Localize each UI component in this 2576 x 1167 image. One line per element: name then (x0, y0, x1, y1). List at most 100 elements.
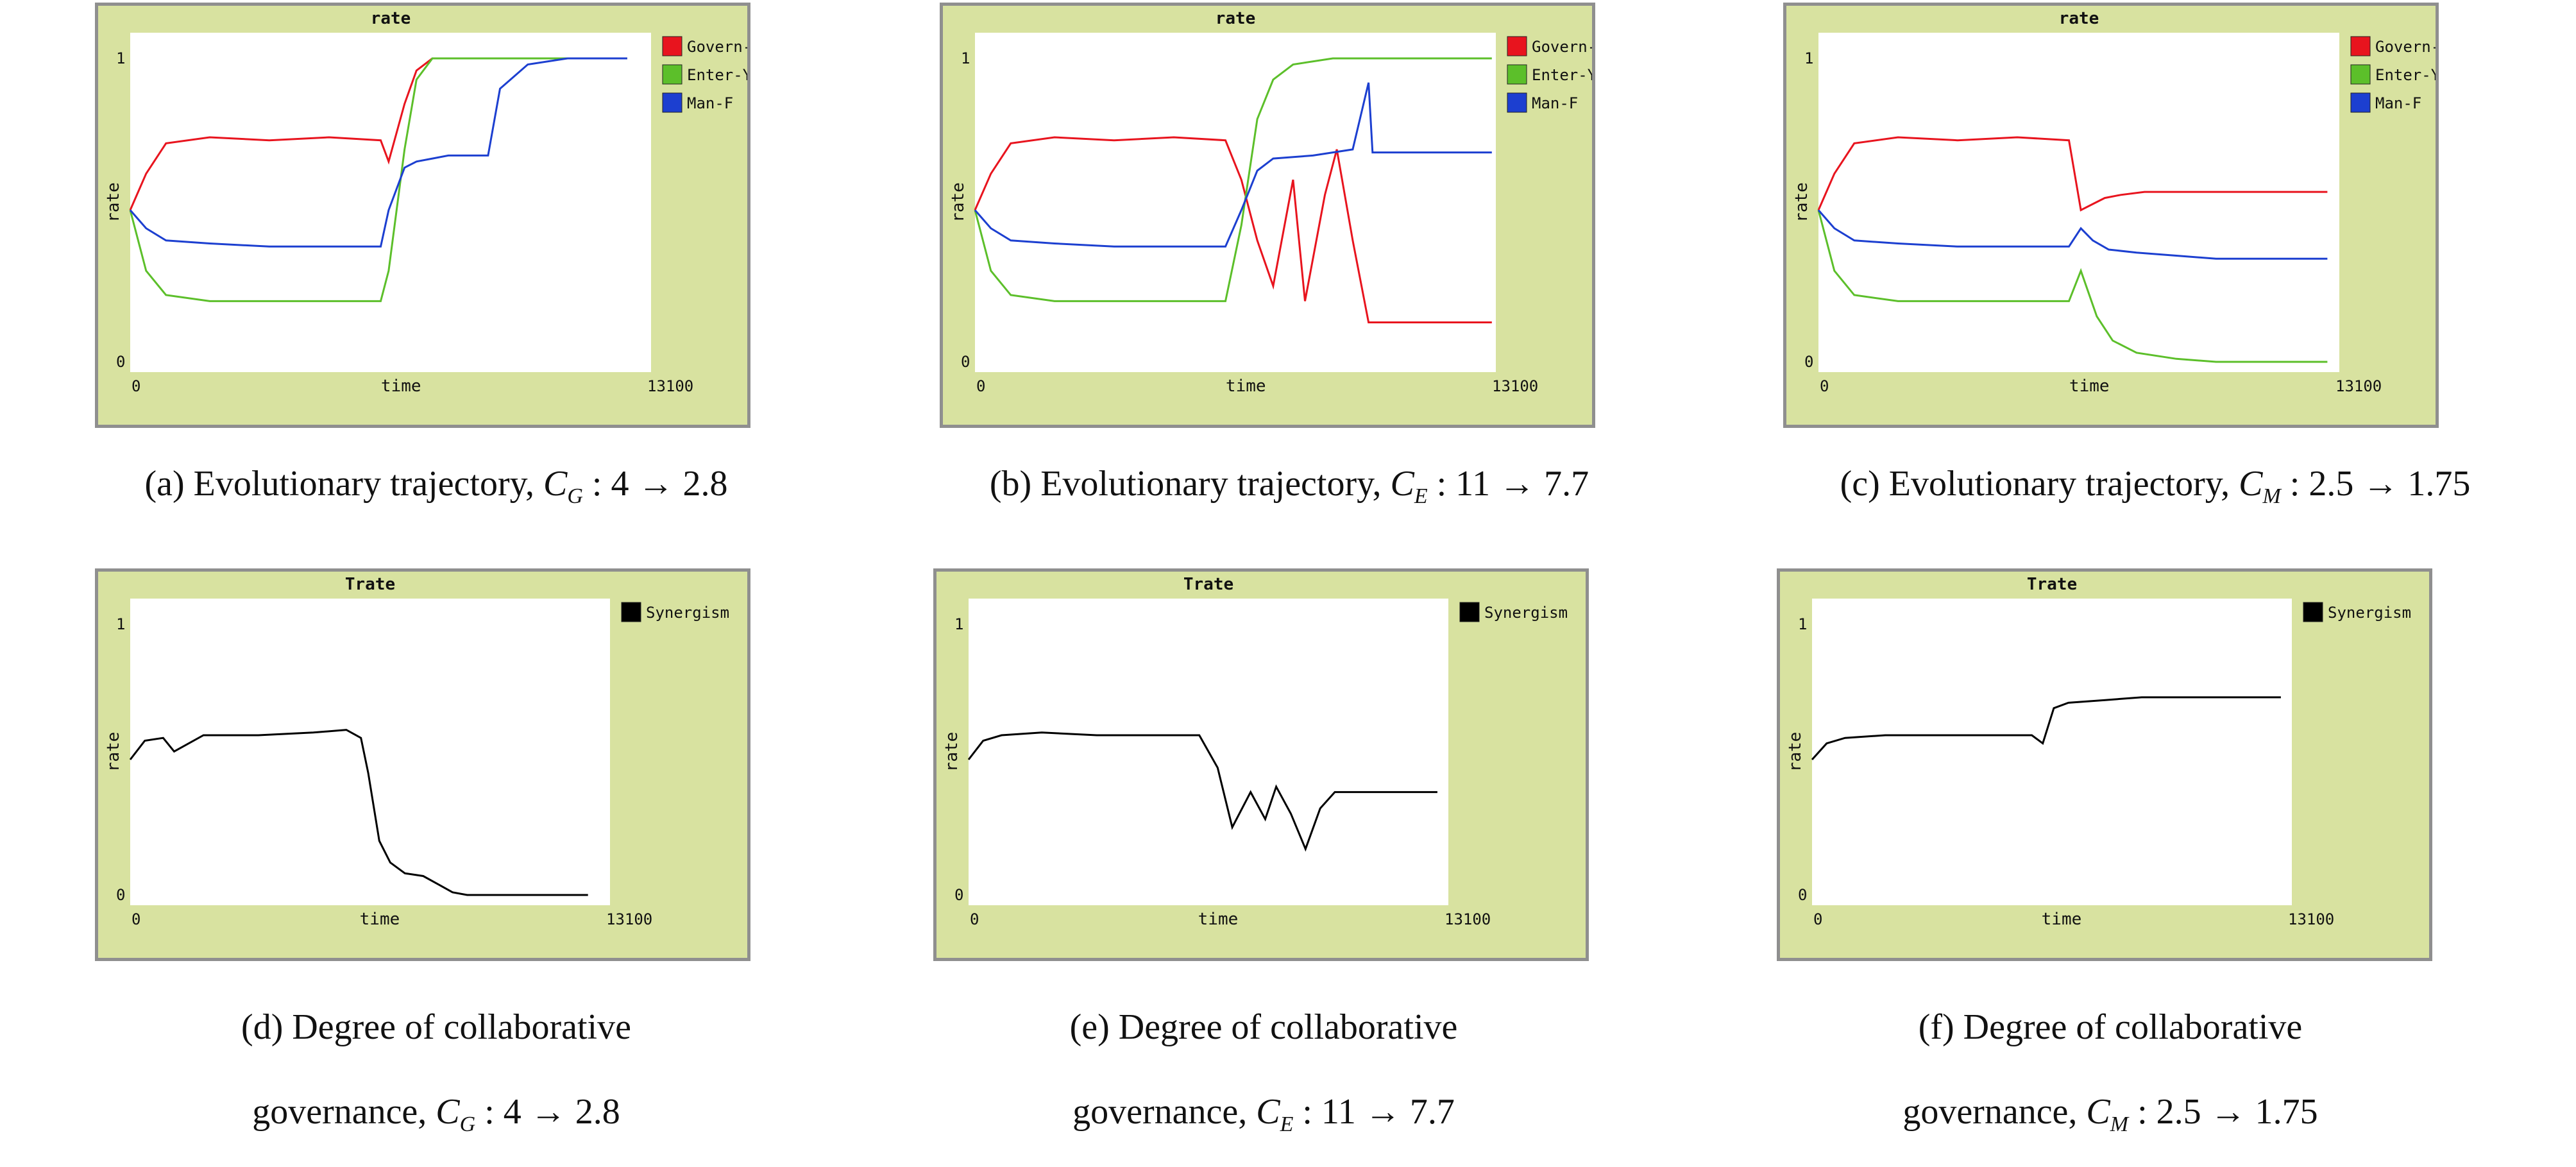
legend-label-man-f: Man-F (687, 94, 733, 112)
chart-svg: rate 1 00 13100 time rate Govern-M Enter-Y Man-F (949, 9, 1592, 396)
legend-swatch-man-f (2350, 92, 2371, 113)
legend-swatch-man-f (1507, 92, 1527, 113)
legend-label-synergism: Synergism (2328, 604, 2411, 622)
y-axis-label: rate (104, 732, 123, 772)
caption-d: (d) Degree of collaborative governance, … (148, 985, 725, 1167)
plot-area (130, 599, 610, 905)
caption-e-post: : 11 → 7.7 (1293, 1092, 1455, 1132)
legend-swatch-govern-m (1507, 36, 1527, 56)
caption-b-pre: (b) Evolutionary trajectory, (989, 464, 1391, 504)
caption-b: (b) Evolutionary trajectory, CE : 11 → 7… (911, 463, 1668, 509)
series-line-man-f (1817, 209, 2328, 260)
legend-label-govern-m: Govern-M (2375, 38, 2436, 56)
y-axis-label: rate (949, 182, 968, 223)
legend-swatch-synergism (1459, 602, 1480, 622)
legend-swatch-synergism (2303, 602, 2323, 622)
x-axis-label: time (381, 377, 421, 396)
legend-label-govern-m: Govern-M (1532, 38, 1592, 56)
caption-e-pre: governance, (1072, 1092, 1257, 1132)
series-line-man-f (974, 82, 1492, 248)
panel-d-chart: Trate 1 0 0 13100 time rate Synergism (95, 568, 750, 961)
y-tick-label: 1 (1804, 49, 1813, 67)
y-tick-label: 0 (1798, 886, 1807, 904)
legend-swatch-govern-m (2350, 36, 2371, 56)
x-tick-label: 0 (970, 910, 979, 928)
y-axis-label: rate (942, 732, 962, 772)
series-line-enter-y (129, 57, 627, 302)
x-tick-label: 0 (1813, 910, 1822, 928)
caption-f-subscript: M (2110, 1112, 2129, 1137)
caption-a-symbol: C (543, 464, 568, 504)
y-tick-label: 1 (116, 615, 125, 633)
chart-svg: Trate 1 00 13100 time rate Synergism (104, 575, 729, 929)
caption-a-subscript: G (567, 484, 583, 509)
legend-label-synergism: Synergism (1484, 604, 1568, 622)
y-axis-label: rate (1792, 182, 1811, 223)
plot-area (1812, 599, 2292, 905)
legend-label-man-f: Man-F (2375, 94, 2421, 112)
caption-a: (a) Evolutionary trajectory, CG : 4 → 2.… (83, 463, 789, 509)
chart-title: rate (1216, 9, 1256, 28)
caption-e-line1: (e) Degree of collaborative (1069, 1007, 1458, 1047)
caption-b-symbol: C (1390, 464, 1414, 504)
legend-swatch-enter-y (662, 64, 682, 85)
x-tick-label: 0 (131, 910, 140, 928)
x-axis-label: time (1226, 377, 1266, 396)
caption-b-subscript: E (1414, 484, 1428, 509)
caption-f-pre: governance, (1902, 1092, 2087, 1132)
series-line-man-f (129, 57, 627, 248)
legend-label-enter-y: Enter-Y (687, 66, 747, 84)
x-axis-label: time (360, 910, 400, 929)
y-tick-label: 1 (961, 49, 970, 67)
caption-e-line2: governance, CE : 11 → 7.7 (975, 1069, 1552, 1167)
chart-svg: Trate 1 00 13100 time rate Synergism (1786, 575, 2411, 929)
caption-f-line1: (f) Degree of collaborative (1918, 1007, 2303, 1047)
legend-label-synergism: Synergism (646, 604, 729, 622)
y-tick-label: 1 (954, 615, 963, 633)
caption-e-symbol: C (1256, 1092, 1280, 1132)
caption-f-symbol: C (2086, 1092, 2110, 1132)
x-tick-label: 0 (131, 377, 140, 395)
series-line-synergism (1811, 696, 2281, 761)
caption-c-post: : 2.5 → 1.75 (2280, 464, 2471, 504)
chart-title: rate (2059, 9, 2099, 28)
caption-a-pre: (a) Evolutionary trajectory, (144, 464, 543, 504)
caption-b-post: : 11 → 7.7 (1427, 464, 1589, 504)
caption-c-pre: (c) Evolutionary trajectory, (1840, 464, 2239, 504)
panel-c-chart: rate 1 00 13100 time rate Govern-M Enter-Y Man-F (1783, 3, 2439, 428)
legend-label-enter-y: Enter-Y (1532, 66, 1592, 84)
y-tick-label: 0 (961, 353, 970, 371)
caption-d-line2: governance, CG : 4 → 2.8 (148, 1069, 725, 1167)
y-tick-label: 0 (954, 886, 963, 904)
caption-d-pre: governance, (252, 1092, 436, 1132)
legend-swatch-synergism (621, 602, 641, 622)
plot-area (975, 33, 1496, 372)
legend-label-govern-m: Govern-M (687, 38, 747, 56)
legend-swatch-man-f (662, 92, 682, 113)
legend-label-enter-y: Enter-Y (2375, 66, 2436, 84)
x-tick-label: 0 (1820, 377, 1829, 395)
x-axis-label: time (2069, 377, 2110, 396)
y-axis-label: rate (1786, 732, 1805, 772)
y-axis-label: rate (104, 182, 123, 223)
caption-d-line1: (d) Degree of collaborative (241, 1007, 631, 1047)
chart-svg: Trate 1 00 13100 time rate Synergism (942, 575, 1568, 929)
chart-title: Trate (345, 575, 395, 594)
x-tick-label: 13100 (606, 910, 652, 928)
legend-swatch-enter-y (1507, 64, 1527, 85)
caption-f-line2: governance, CM : 2.5 → 1.75 (1822, 1069, 2399, 1167)
x-tick-label: 13100 (2288, 910, 2334, 928)
caption-c: (c) Evolutionary trajectory, CM : 2.5 → … (1758, 463, 2553, 509)
legend-swatch-enter-y (2350, 64, 2371, 85)
x-tick-label: 0 (976, 377, 985, 395)
series-line-enter-y (1817, 210, 2328, 363)
series-line-synergism (967, 731, 1437, 852)
caption-c-symbol: C (2239, 464, 2263, 504)
caption-f: (f) Degree of collaborative governance, … (1822, 985, 2399, 1167)
series-line-govern-m (1817, 136, 2328, 212)
chart-title: Trate (1183, 575, 1233, 594)
caption-e: (e) Degree of collaborative governance, … (975, 985, 1552, 1167)
series-line-synergism (129, 729, 588, 896)
y-tick-label: 0 (116, 353, 125, 371)
caption-c-subscript: M (2262, 484, 2281, 509)
